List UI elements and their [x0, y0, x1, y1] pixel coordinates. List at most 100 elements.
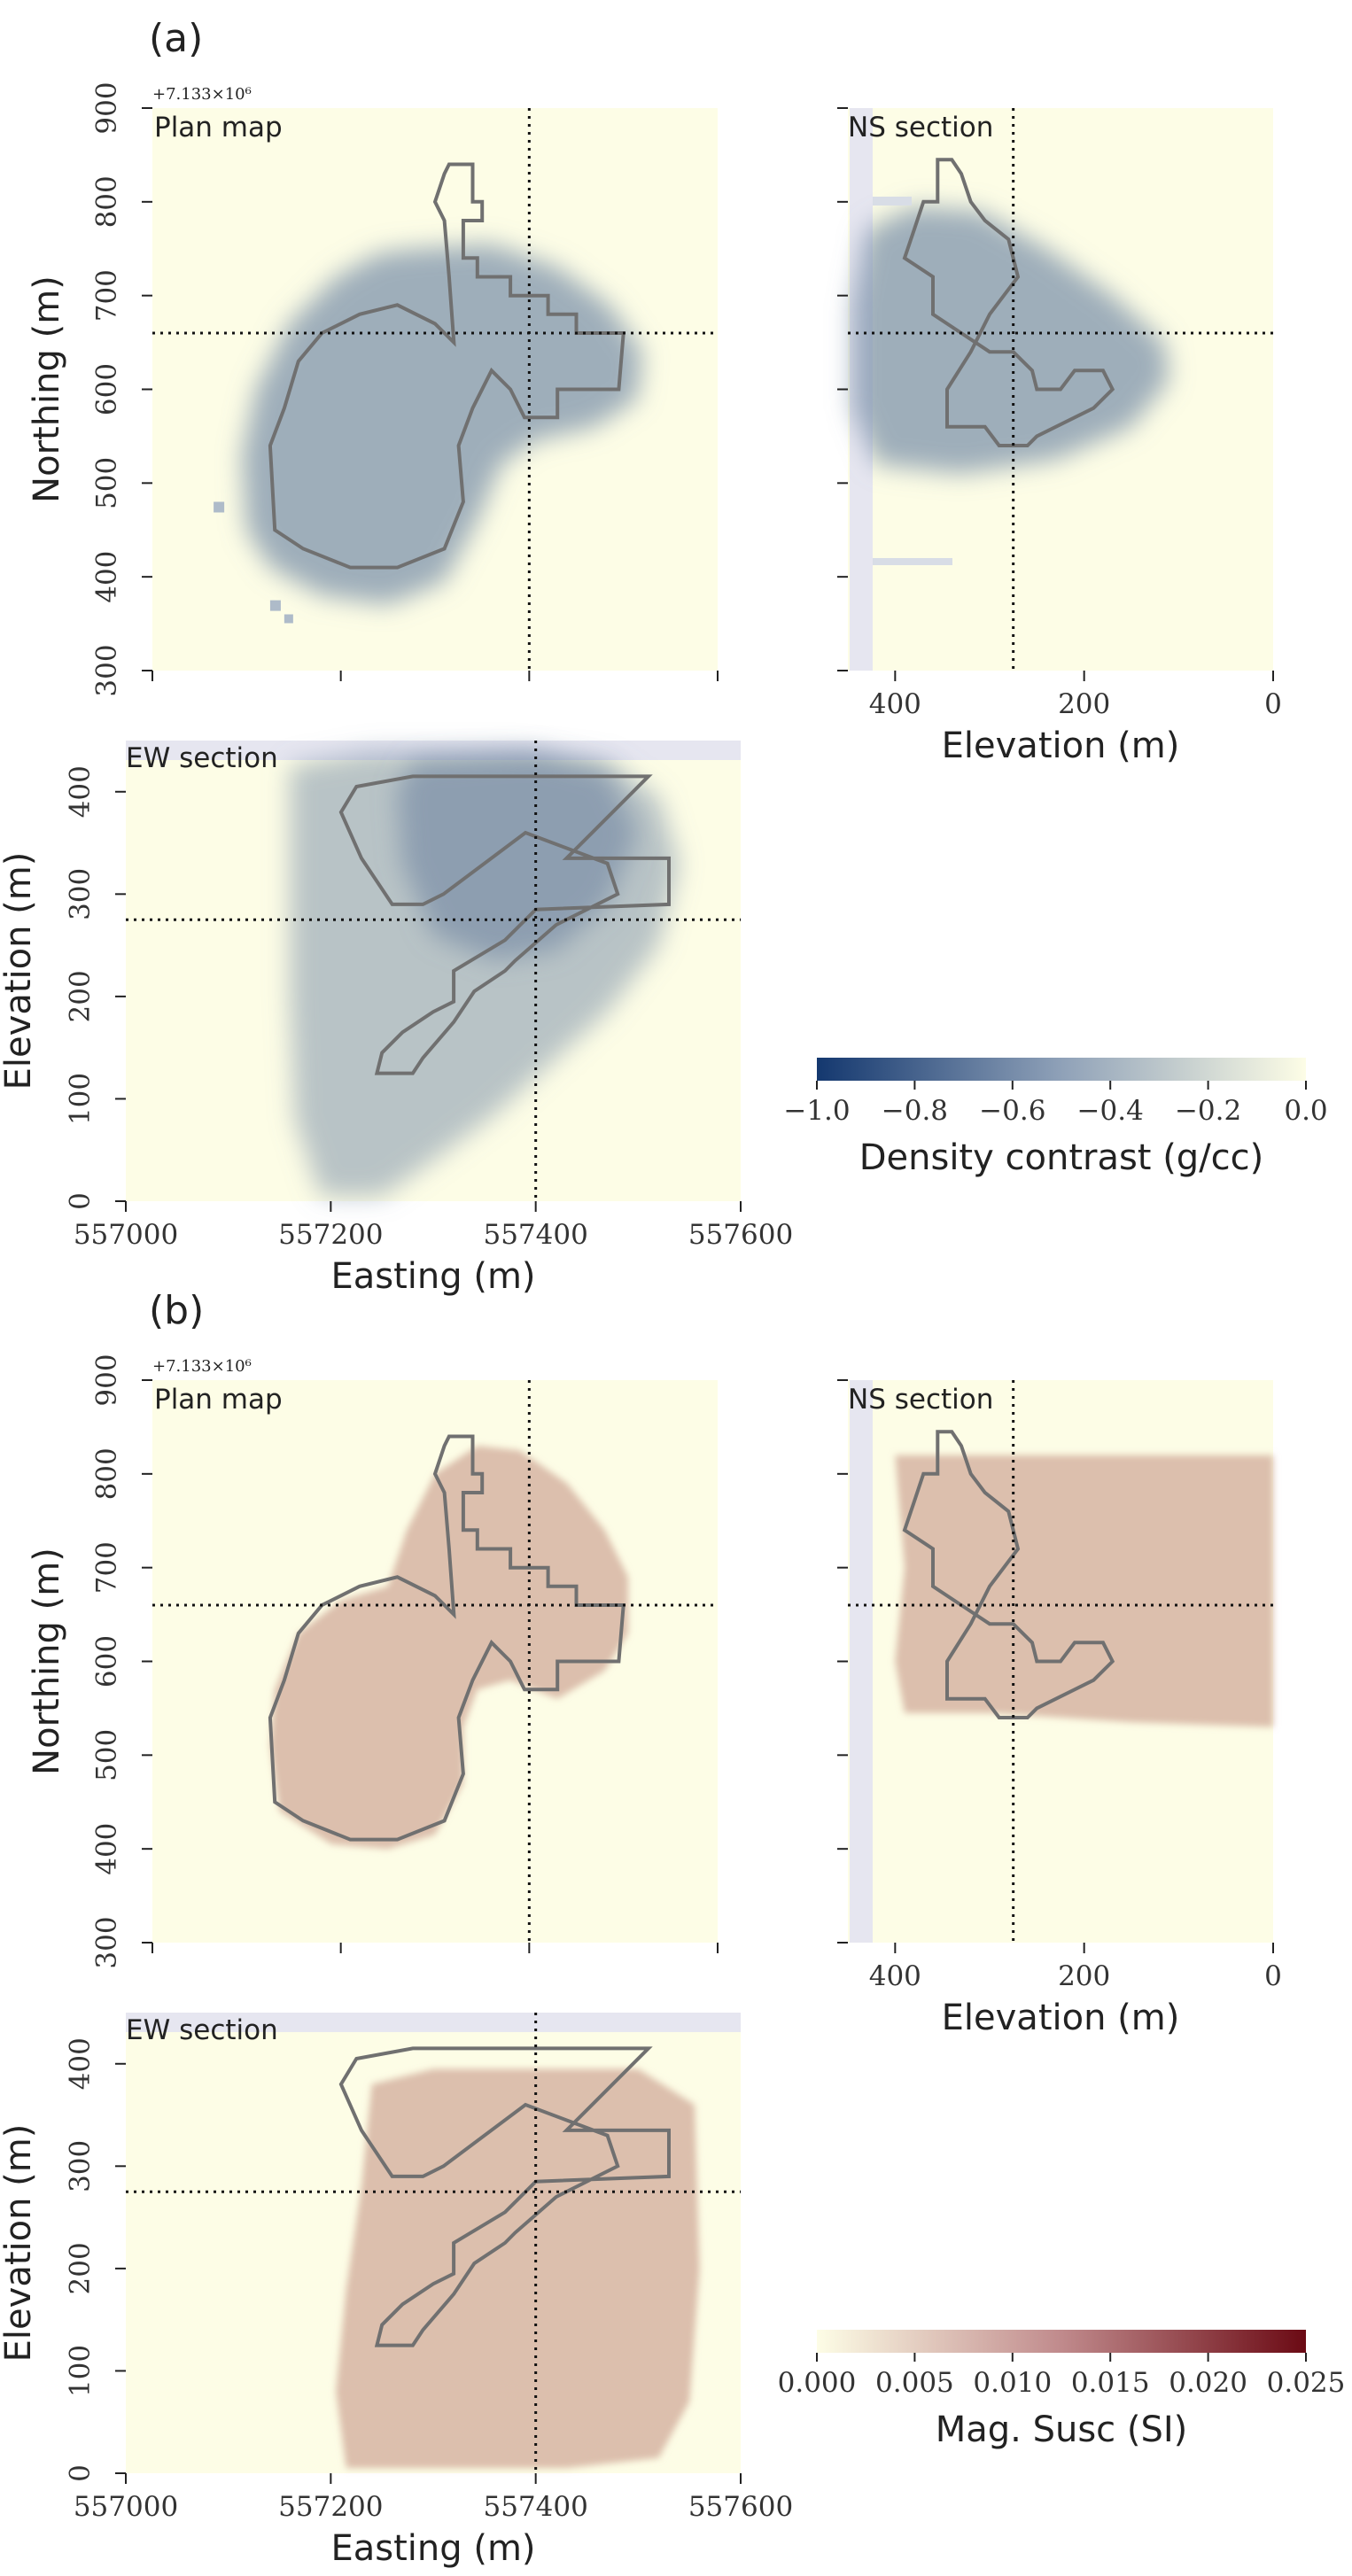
plan-map: Plan map +7.133×10⁶ 300 400 500 600 700 800 900 N…	[27, 81, 719, 697]
ew-section-y-tick-label: 300	[65, 2140, 97, 2192]
plan-map-y-tick-label: 900	[91, 81, 123, 134]
ns-section: NS section 400 200 0 Elevation (m)	[837, 107, 1282, 766]
ew-section: EW section 0 100 200 300 400 557000 557200 55740…	[0, 2013, 793, 2569]
colorbar-tick-label: 0.020	[1169, 2367, 1247, 2399]
colorbar: −1.0 −0.8 −0.6 −0.4 −0.2 0.0 Density contrast …	[783, 1058, 1328, 1178]
ew-section-x-tick-label: 557600	[688, 2491, 793, 2523]
plan-map-offset-label: +7.133×10⁶	[152, 85, 252, 104]
plan-map-y-tick-label: 700	[91, 269, 123, 322]
ew-section: EW section 0 100 200 300 400 557000 557200 55740…	[0, 741, 793, 1297]
ew-section-x-tick-label: 557200	[278, 1219, 383, 1251]
ew-section-y-tick-label: 200	[65, 970, 97, 1022]
plan-map-y-tick-label: 500	[91, 457, 123, 509]
ew-section-x-tick-label: 557000	[74, 2491, 178, 2523]
plan-map-y-tick-label: 500	[91, 1729, 123, 1781]
colorbar-tick-label: 0.0	[1284, 1095, 1327, 1127]
ns-section-outline	[902, 1430, 1115, 1719]
ew-section-y-axis-label: Elevation (m)	[0, 2124, 39, 2363]
colorbar-tick-label: 0.015	[1071, 2367, 1150, 2399]
ew-section-air-band	[126, 741, 741, 760]
ns-section-x-tick-label: 400	[869, 1960, 921, 1992]
ew-section-x-tick-label: 557400	[483, 1219, 587, 1251]
plan-map-y-tick-label: 800	[91, 175, 123, 228]
colorbar-tick-label: −1.0	[783, 1095, 850, 1127]
plan-map-offset-label: +7.133×10⁶	[152, 1357, 252, 1376]
colorbar-label: Mag. Susc (SI)	[936, 2409, 1188, 2450]
ns-section-x-tick-label: 0	[1264, 688, 1282, 720]
ew-section-outline	[338, 2046, 671, 2347]
ns-section-air-band	[850, 1380, 873, 1943]
ew-section-x-axis-label: Easting (m)	[330, 2528, 535, 2569]
ew-section-x-axis-label: Easting (m)	[330, 1256, 535, 1297]
colorbar-tick-label: −0.2	[1175, 1095, 1241, 1127]
ns-section: NS section 400 200 0 Elevation (m)	[837, 1379, 1282, 2038]
colorbar-bar	[817, 1058, 1306, 1081]
ew-section-y-tick-label: 100	[65, 2345, 97, 2397]
ew-section-y-tick-label: 200	[65, 2242, 97, 2294]
plan-map-y-tick-label: 300	[91, 644, 123, 696]
panel-a: (a) Plan map +7.133×10⁶ 300 400 500 600 700 800 9…	[0, 16, 1328, 1297]
colorbar-tick-label: 0.025	[1267, 2367, 1346, 2399]
ew-section-label: EW section	[126, 742, 278, 774]
plan-map-label: Plan map	[154, 112, 283, 144]
colorbar-tick-label: 0.000	[778, 2367, 857, 2399]
ns-section-x-tick-label: 0	[1264, 1960, 1282, 1992]
ew-section-y-tick-label: 400	[65, 765, 97, 818]
colorbar-bar	[817, 2330, 1306, 2353]
colorbar-tick-label: −0.6	[979, 1095, 1045, 1127]
plan-map-speck	[269, 600, 281, 611]
ns-section-anomaly	[852, 206, 1169, 474]
ns-section-label: NS section	[848, 1384, 993, 1416]
ns-section-streak	[873, 558, 952, 565]
plan-map-y-tick-label: 600	[91, 1635, 123, 1688]
plan-map-speck	[284, 614, 293, 624]
panel-letter: (b)	[149, 1288, 204, 1333]
colorbar: 0.000 0.005 0.010 0.015 0.020 0.025 Mag. Susc …	[778, 2330, 1346, 2450]
ew-section-y-tick-label: 0	[65, 2464, 97, 2482]
plan-map-y-tick-label: 400	[91, 551, 123, 603]
ns-section-x-tick-label: 200	[1058, 1960, 1110, 1992]
plan-map-anomaly	[242, 244, 642, 605]
ns-section-outline	[902, 158, 1115, 447]
colorbar-tick-label: −0.4	[1077, 1095, 1144, 1127]
ew-section-outline	[338, 774, 671, 1075]
plan-map-anomaly	[269, 1446, 628, 1850]
ew-section-y-axis-label: Elevation (m)	[0, 852, 39, 1090]
ns-section-x-axis-label: Elevation (m)	[942, 725, 1180, 766]
colorbar-tick-label: 0.010	[973, 2367, 1052, 2399]
colorbar-tick-label: −0.8	[882, 1095, 948, 1127]
ew-section-x-tick-label: 557000	[74, 1219, 178, 1251]
ns-section-label: NS section	[848, 112, 993, 144]
plan-map-y-tick-label: 400	[91, 1823, 123, 1875]
plan-map-y-tick-label: 900	[91, 1354, 123, 1406]
plan-map-outline	[268, 1434, 625, 1842]
ew-section-y-tick-label: 400	[65, 2037, 97, 2090]
ew-section-label: EW section	[126, 2014, 278, 2046]
panel-letter: (a)	[149, 16, 203, 61]
plan-map-speck	[214, 501, 225, 513]
plan-map-y-tick-label: 600	[91, 363, 123, 415]
plan-map-y-axis-label: Northing (m)	[27, 275, 67, 503]
plan-map-outline	[268, 162, 625, 570]
ns-section-anomaly	[895, 1455, 1273, 1727]
plan-map: Plan map +7.133×10⁶ 300 400 500 600 700 800 900 N…	[27, 1354, 719, 1969]
plan-map-y-tick-label: 300	[91, 1916, 123, 1968]
plan-map-y-tick-label: 700	[91, 1541, 123, 1594]
ew-section-x-tick-label: 557400	[483, 2491, 587, 2523]
ew-section-x-tick-label: 557600	[688, 1219, 793, 1251]
plan-map-label: Plan map	[154, 1384, 283, 1416]
plan-map-y-tick-label: 800	[91, 1447, 123, 1500]
ew-section-y-tick-label: 0	[65, 1192, 97, 1210]
panel-b: (b) Plan map +7.133×10⁶ 300 400 500 600 700 800 9…	[0, 1288, 1345, 2569]
ew-section-air-band	[126, 2013, 741, 2032]
ew-section-y-tick-label: 300	[65, 868, 97, 920]
plan-map-y-axis-label: Northing (m)	[27, 1548, 67, 1775]
ns-section-x-tick-label: 200	[1058, 688, 1110, 720]
ns-section-x-axis-label: Elevation (m)	[942, 1998, 1180, 2038]
colorbar-label: Density contrast (g/cc)	[859, 1137, 1264, 1178]
ns-section-x-tick-label: 400	[869, 688, 921, 720]
ns-section-streak	[873, 197, 912, 206]
ew-section-y-tick-label: 100	[65, 1073, 97, 1125]
ew-section-x-tick-label: 557200	[278, 2491, 383, 2523]
